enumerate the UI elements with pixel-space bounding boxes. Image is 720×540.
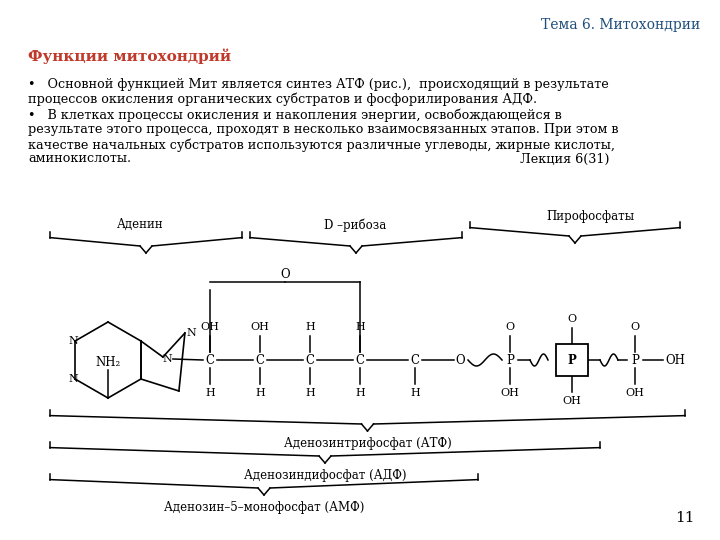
Text: N: N [162, 354, 172, 364]
Text: C: C [305, 354, 315, 367]
Text: качестве начальных субстратов используются различные углеводы, жирные кислоты,: качестве начальных субстратов используют… [28, 138, 615, 152]
Text: Аденозиндифосфат (АДФ): Аденозиндифосфат (АДФ) [244, 469, 406, 482]
Text: •   Основной функцией Мит является синтез АТФ (рис.),  происходящий в результате: • Основной функцией Мит является синтез … [28, 78, 608, 91]
Text: OH: OH [201, 322, 220, 332]
Text: H: H [305, 388, 315, 398]
Text: H: H [205, 388, 215, 398]
Text: C: C [410, 354, 420, 367]
Text: Лекция 6(31): Лекция 6(31) [520, 152, 610, 165]
Text: H: H [355, 322, 365, 332]
Text: C: C [356, 354, 364, 367]
Text: OH: OH [500, 388, 519, 398]
Text: OH: OH [665, 354, 685, 367]
Text: NH₂: NH₂ [95, 355, 121, 368]
Text: Пирофосфаты: Пирофосфаты [546, 210, 634, 223]
Text: O: O [567, 314, 577, 324]
Text: •   В клетках процессы окисления и накопления энергии, освобождающейся в: • В клетках процессы окисления и накопле… [28, 109, 562, 123]
Text: O: O [280, 267, 290, 280]
Text: O: O [455, 354, 465, 367]
Text: аминокислоты.: аминокислоты. [28, 152, 131, 165]
Text: Аденин: Аденин [117, 218, 163, 231]
Text: O: O [631, 322, 639, 332]
Text: результате этого процесса, проходят в несколько взаимосвязанных этапов. При этом: результате этого процесса, проходят в не… [28, 124, 618, 137]
Text: Тема 6. Митохондрии: Тема 6. Митохондрии [541, 18, 700, 32]
Text: OH: OH [562, 396, 582, 406]
Text: D –рибоза: D –рибоза [324, 218, 386, 232]
Text: P: P [506, 354, 514, 367]
Text: N: N [68, 374, 78, 384]
Text: N: N [186, 328, 196, 338]
Text: P: P [631, 354, 639, 367]
Text: P: P [567, 354, 577, 367]
Text: Функции митохондрий: Функции митохондрий [28, 48, 231, 64]
Text: OH: OH [626, 388, 644, 398]
Text: O: O [505, 322, 515, 332]
Text: Аденозинтрифосфат (АТФ): Аденозинтрифосфат (АТФ) [284, 436, 451, 449]
Text: 11: 11 [675, 511, 695, 525]
Text: C: C [205, 354, 215, 367]
Text: H: H [410, 388, 420, 398]
Text: Аденозин–5–монофосфат (АМФ): Аденозин–5–монофосфат (АМФ) [164, 501, 364, 514]
Text: процессов окисления органических субстратов и фосфорилирования АДФ.: процессов окисления органических субстра… [28, 92, 537, 106]
Text: H: H [355, 388, 365, 398]
Text: C: C [256, 354, 264, 367]
Bar [556, 344, 588, 376]
Text: H: H [305, 322, 315, 332]
Text: N: N [68, 336, 78, 346]
Text: OH: OH [251, 322, 269, 332]
Text: H: H [255, 388, 265, 398]
